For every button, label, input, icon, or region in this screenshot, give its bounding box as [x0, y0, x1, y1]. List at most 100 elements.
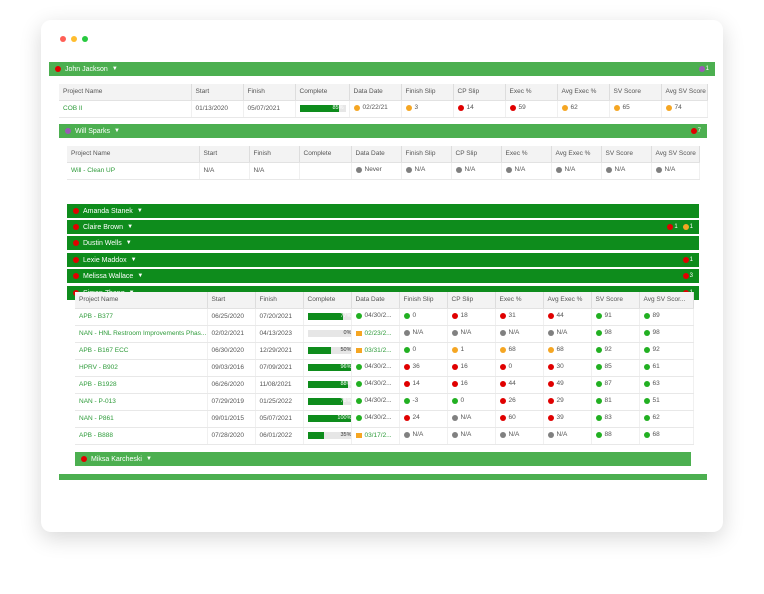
table-row[interactable]: NAN - P-013 07/29/2019 01/25/2022 78% 04/30/… [75, 393, 694, 411]
project-name-link[interactable]: APB - B377 [75, 308, 208, 326]
project-name-link[interactable]: APB - B167 ECC [75, 342, 208, 360]
column-header[interactable]: Avg SV Scor... [639, 292, 694, 309]
minimize-window-icon[interactable] [71, 36, 77, 42]
value-text: 44 [508, 380, 516, 388]
chevron-down-icon[interactable]: ▼ [111, 66, 118, 72]
project-name-link[interactable]: NAN - HNL Restroom Improvements Phas... [75, 325, 208, 343]
column-header[interactable]: SV Score [601, 146, 652, 163]
chevron-down-icon[interactable]: ▼ [125, 240, 132, 246]
column-header[interactable]: Avg Exec % [551, 146, 602, 163]
status-cell: 92 [591, 342, 640, 360]
status-dot-icon [451, 329, 458, 336]
group-miksa-karcheski[interactable]: Miksa Karcheski ▼ [75, 452, 691, 466]
table-row[interactable]: NAN - P861 09/01/2015 05/07/2021 100% 04/30/… [75, 410, 694, 428]
column-header[interactable]: Finish [249, 146, 300, 163]
table-header: Project Name Start Finish Complete Data Date… [59, 84, 708, 101]
table-row[interactable]: COB II 01/13/2020 05/07/2021 85% 02/22/21 3 14… [59, 100, 708, 118]
finish-date: 11/08/2021 [255, 376, 304, 394]
value-text: 39 [556, 414, 564, 422]
data-date-text[interactable]: 03/31/2... [364, 346, 392, 354]
table-row[interactable]: APB - B888 07/28/2020 06/01/2022 35% 03/17/2… [75, 427, 694, 445]
column-header[interactable]: Avg Exec % [543, 292, 592, 309]
status-cell: N/A [601, 162, 652, 180]
subgroup-melissa-wallace[interactable]: Melissa Wallace ▼ 3 [67, 269, 699, 283]
group-will-sparks[interactable]: Will Sparks ▼ 7 [59, 124, 707, 138]
subgroup-lexie-maddox[interactable]: Lexie Maddox ▼ 1 [67, 253, 699, 267]
table-row[interactable]: APB - B167 ECC 06/30/2020 12/29/2021 50% 03/… [75, 342, 694, 360]
column-header[interactable]: Avg SV Score [651, 146, 700, 163]
chevron-down-icon[interactable]: ▼ [136, 208, 143, 214]
column-header[interactable]: Finish Slip [401, 84, 454, 101]
value-text: 87 [604, 380, 612, 388]
status-value: N/A [405, 166, 425, 173]
chevron-down-icon[interactable]: ▼ [145, 456, 152, 462]
project-name-link[interactable]: APB - B1928 [75, 376, 208, 394]
project-name-link[interactable]: NAN - P-013 [75, 393, 208, 411]
column-header[interactable]: Finish [255, 292, 304, 309]
status-dot-icon [73, 273, 79, 279]
subgroup-dustin-wells[interactable]: Dustin Wells ▼ [67, 236, 699, 250]
column-header[interactable]: Avg SV Score [661, 84, 708, 101]
column-header[interactable]: Data Date [351, 292, 400, 309]
project-name-link[interactable]: COB II [59, 100, 192, 118]
status-dot-icon [547, 346, 554, 353]
data-date-text[interactable]: 03/17/2... [364, 431, 392, 439]
column-header[interactable]: Complete [299, 146, 352, 163]
group-john-jackson[interactable]: John Jackson ▼ 1 [49, 62, 715, 76]
status-dot-icon [547, 312, 554, 319]
column-header[interactable]: Data Date [349, 84, 402, 101]
status-cell: 87 [591, 376, 640, 394]
column-header[interactable]: Complete [303, 292, 352, 309]
table-row[interactable]: NAN - HNL Restroom Improvements Phas... 0… [75, 325, 694, 343]
column-header[interactable]: SV Score [591, 292, 640, 309]
column-header[interactable]: Project Name [59, 84, 192, 101]
complete-cell: 100% [303, 410, 352, 428]
column-header[interactable]: Exec % [495, 292, 544, 309]
badge-count: 1 [705, 66, 709, 72]
column-header[interactable]: Project Name [75, 292, 208, 309]
progress-bar: 50% [307, 346, 351, 354]
close-window-icon[interactable] [60, 36, 66, 42]
column-header[interactable]: Finish Slip [399, 292, 448, 309]
column-header[interactable]: SV Score [609, 84, 662, 101]
column-header[interactable]: Avg Exec % [557, 84, 610, 101]
column-header[interactable]: Data Date [351, 146, 402, 163]
table-row[interactable]: APB - B1928 06/26/2020 11/08/2021 88% 04/30/… [75, 376, 694, 394]
table-row[interactable]: Will - Clean UP N/A N/A Never N/A N/A N/A N/A N/… [67, 162, 700, 180]
table-row[interactable]: HPRV - B902 09/03/2016 07/09/2021 96% 04/30/… [75, 359, 694, 377]
chevron-down-icon[interactable]: ▼ [137, 273, 144, 279]
status-dot-icon [403, 363, 410, 370]
chevron-down-icon[interactable]: ▼ [130, 257, 137, 263]
status-badges: 1 [698, 66, 709, 72]
status-dot-icon [595, 397, 602, 404]
column-header[interactable]: CP Slip [447, 292, 496, 309]
chevron-down-icon[interactable]: ▼ [114, 128, 120, 134]
column-header[interactable]: Start [207, 292, 256, 309]
column-header[interactable]: Complete [295, 84, 350, 101]
maximize-window-icon[interactable] [82, 36, 88, 42]
column-header[interactable]: Project Name [67, 146, 200, 163]
chevron-down-icon[interactable]: ▼ [127, 224, 134, 230]
simon-projects-table: Project Name Start Finish Complete Data Date… [75, 292, 694, 445]
column-header[interactable]: Start [199, 146, 250, 163]
column-header[interactable]: Exec % [505, 84, 558, 101]
table-row[interactable]: APB - B377 06/25/2020 07/20/2021 77% 04/30/2… [75, 308, 694, 326]
data-date-text[interactable]: 02/23/2... [364, 329, 392, 337]
column-header[interactable]: Finish [243, 84, 296, 101]
column-header[interactable]: Exec % [501, 146, 552, 163]
progress-label: 50% [340, 346, 351, 353]
complete-cell: 77% [303, 308, 352, 326]
status-cell: 98 [639, 325, 694, 343]
column-header[interactable]: Start [191, 84, 244, 101]
subgroup-amanda-stanek[interactable]: Amanda Stanek ▼ [67, 204, 699, 218]
column-header[interactable]: CP Slip [453, 84, 506, 101]
column-header[interactable]: Finish Slip [401, 146, 452, 163]
project-name-link[interactable]: Will - Clean UP [67, 162, 200, 180]
project-name-link[interactable]: HPRV - B902 [75, 359, 208, 377]
project-name-link[interactable]: APB - B888 [75, 427, 208, 445]
column-header[interactable]: CP Slip [451, 146, 502, 163]
project-name-link[interactable]: NAN - P861 [75, 410, 208, 428]
subgroup-claire-brown[interactable]: Claire Brown ▼ 1 1 [67, 220, 699, 234]
group-next-collapsed[interactable] [59, 474, 707, 480]
value-text: 24 [412, 414, 420, 422]
